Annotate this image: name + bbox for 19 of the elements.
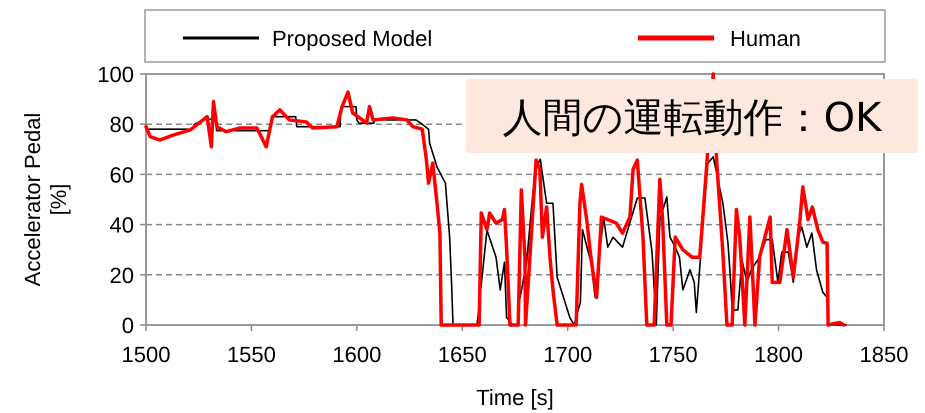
y-tick-label: 0 [122,313,134,338]
legend-label: Proposed Model [272,26,432,51]
y-tick-label: 20 [110,262,134,288]
x-tick-label: 1700 [543,342,592,367]
x-tick-label: 1850 [860,342,908,367]
x-tick-label: 1550 [226,342,276,367]
y-axis-title: Accelerator Pedal [%] [20,112,71,286]
x-tick-label: 1650 [438,342,487,367]
y-tick-label: 100 [97,62,134,87]
y-tick-label: 60 [110,162,134,188]
legend-label: Human [730,26,801,51]
x-tick-label: 1500 [122,342,170,367]
x-tick-label: 1750 [648,342,698,367]
x-tick-label: 1600 [332,342,382,367]
x-tick-label: 1800 [754,342,804,367]
y-tick-label: 80 [110,112,134,138]
y-tick-label: 40 [110,212,134,238]
x-axis-title: Time [s] [476,385,554,410]
annotation: 人間の運転動作：OK [502,95,884,141]
